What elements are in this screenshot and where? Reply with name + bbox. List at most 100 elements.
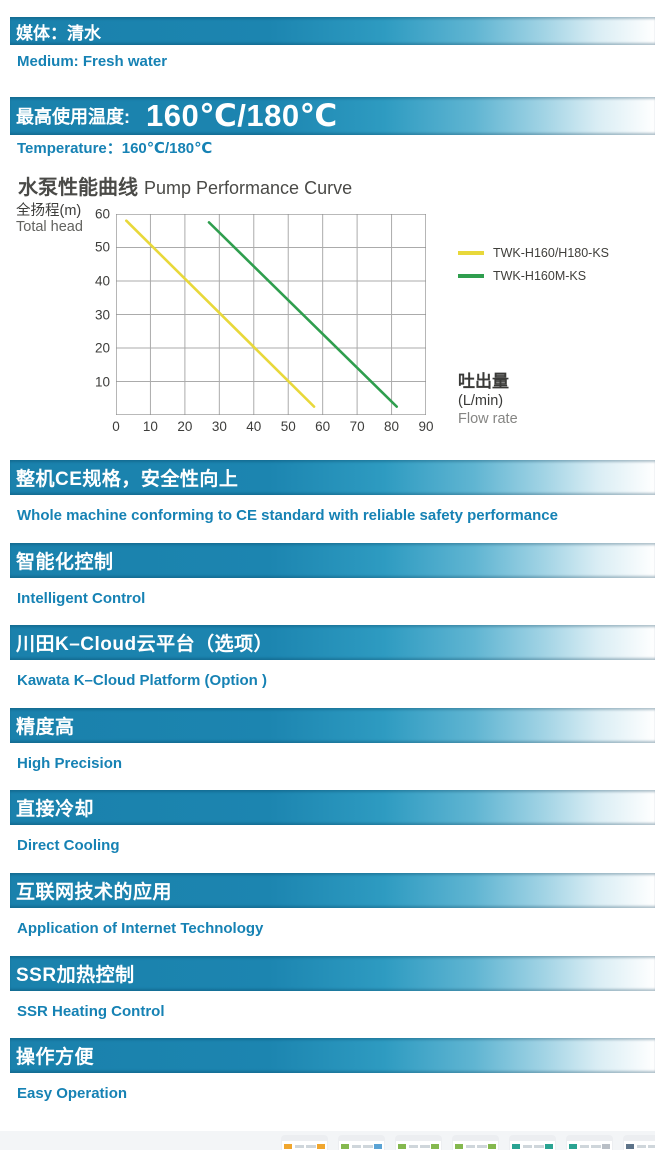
feature-bar: 精度高 bbox=[10, 708, 655, 743]
page-thumbnail[interactable] bbox=[566, 1135, 613, 1150]
chart-title: 水泵性能曲线 Pump Performance Curve bbox=[18, 171, 352, 200]
y-axis-label-zh: 全扬程(m) bbox=[16, 203, 82, 219]
feature-bar: 互联网技术的应用 bbox=[10, 873, 655, 908]
page-thumbnail[interactable] bbox=[452, 1135, 499, 1150]
thumbnail-text-line bbox=[363, 1145, 373, 1148]
y-tick-label: 30 bbox=[94, 307, 110, 322]
y-tick-label: 20 bbox=[94, 340, 110, 356]
thumbnail-accent-right bbox=[602, 1144, 610, 1149]
page-thumbnail[interactable] bbox=[509, 1135, 556, 1150]
feature-title-en: Intelligent Control bbox=[17, 590, 146, 607]
x-axis-label: 吐出量 (L/min) Flow rate bbox=[458, 372, 518, 428]
thumbnail-accent-left bbox=[398, 1144, 406, 1149]
thumbnail-accent-right bbox=[488, 1144, 496, 1149]
thumbnail-text-line bbox=[637, 1145, 646, 1148]
feature-title-en: High Precision bbox=[17, 755, 123, 772]
feature-title-zh: 整机CE规格，安全性向上 bbox=[16, 469, 239, 490]
x-tick-label: 0 bbox=[112, 419, 120, 434]
feature-bar: 操作方便 bbox=[10, 1038, 655, 1073]
chart-legend: TWK-H160/H180-KS TWK-H160M-KS bbox=[458, 246, 610, 293]
temperature-label-zh: 最高使用温度: bbox=[16, 107, 130, 127]
thumbnail-content bbox=[282, 1141, 327, 1150]
y-tick-label: 50 bbox=[94, 239, 110, 255]
medium-title-zh: 媒体：清水 bbox=[16, 23, 101, 43]
legend-label: TWK-H160/H180-KS bbox=[493, 246, 610, 260]
x-tick-label: 40 bbox=[246, 419, 262, 434]
x-tick-label: 20 bbox=[177, 419, 193, 434]
x-axis-ticks: 0 10 20 30 40 50 60 70 80 90 bbox=[112, 419, 433, 435]
temperature-subtitle-en: Temperature：160℃/180℃ bbox=[17, 140, 213, 157]
feature-bar: 川田K–Cloud云平台（选项） bbox=[10, 625, 655, 660]
y-axis-label-en: Total head bbox=[16, 219, 83, 235]
feature-title-zh: 操作方便 bbox=[16, 1047, 95, 1068]
chart-title-en: Pump Performance Curve bbox=[144, 178, 353, 198]
x-axis-label-unit: (L/min) bbox=[458, 393, 504, 409]
feature-title-en: Application of Internet Technology bbox=[17, 920, 264, 937]
thumbnail-accent-left bbox=[512, 1144, 520, 1149]
x-tick-label: 30 bbox=[211, 419, 227, 434]
thumbnail-accent-left bbox=[455, 1144, 463, 1149]
feature-title-zh: 直接冷却 bbox=[16, 799, 95, 820]
y-tick-label: 10 bbox=[94, 374, 110, 389]
feature-title-zh: 川田K–Cloud云平台（选项） bbox=[16, 634, 274, 655]
legend-label: TWK-H160M-KS bbox=[493, 269, 587, 283]
thumbnail-text-line bbox=[580, 1145, 589, 1148]
page-thumbnail[interactable] bbox=[281, 1135, 328, 1150]
thumbnail-accent-left bbox=[569, 1144, 577, 1149]
y-axis-ticks: 10 20 30 40 50 60 bbox=[70, 207, 110, 415]
y-tick-label: 60 bbox=[94, 206, 110, 222]
feature-title-zh: 智能化控制 bbox=[16, 552, 114, 573]
x-tick-label: 70 bbox=[349, 419, 365, 434]
feature-title-en: Easy Operation bbox=[17, 1085, 128, 1102]
feature-title-zh: 精度高 bbox=[16, 717, 75, 738]
thumbnail-content bbox=[624, 1141, 655, 1150]
temperature-header-bar: 最高使用温度: 160℃/180℃ bbox=[10, 97, 655, 135]
legend-item: TWK-H160/H180-KS bbox=[458, 246, 610, 260]
thumbnail-accent-left bbox=[626, 1144, 634, 1149]
temperature-value: 160℃/180℃ bbox=[146, 98, 338, 133]
thumbnail-text-line bbox=[420, 1145, 430, 1148]
x-axis-label-en: Flow rate bbox=[458, 411, 518, 427]
x-tick-label: 10 bbox=[142, 419, 158, 434]
thumbnail-accent-right bbox=[317, 1144, 325, 1149]
feature-title-en: Whole machine conforming to CE standard … bbox=[17, 507, 558, 524]
thumbnail-text-line bbox=[409, 1145, 418, 1148]
medium-subtitle-en: Medium: Fresh water bbox=[17, 53, 168, 70]
thumbnail-text-line bbox=[295, 1145, 304, 1148]
feature-title-zh: SSR加热控制 bbox=[16, 965, 135, 986]
page-thumbnail[interactable] bbox=[395, 1135, 442, 1150]
page-thumbnail[interactable] bbox=[623, 1135, 655, 1150]
y-tick-label: 40 bbox=[94, 273, 110, 289]
feature-bar: 整机CE规格，安全性向上 bbox=[10, 460, 655, 495]
thumbnail-text-line bbox=[523, 1145, 532, 1148]
x-tick-label: 80 bbox=[384, 419, 400, 434]
x-tick-label: 50 bbox=[280, 419, 296, 434]
page-thumbnail[interactable] bbox=[338, 1135, 385, 1150]
thumbnail-text-line bbox=[648, 1145, 655, 1148]
thumbnail-text-line bbox=[477, 1145, 487, 1148]
thumbnail-text-line bbox=[534, 1145, 544, 1148]
y-axis-label: 全扬程(m) Total head bbox=[16, 203, 83, 235]
thumbnail-text-line bbox=[466, 1145, 475, 1148]
legend-swatch-yellow bbox=[458, 251, 484, 255]
thumbnail-content bbox=[567, 1141, 612, 1150]
thumbnail-accent-right bbox=[431, 1144, 439, 1149]
feature-title-en: SSR Heating Control bbox=[17, 1003, 165, 1020]
x-axis-label-zh: 吐出量 bbox=[458, 372, 509, 391]
thumbnail-text-line bbox=[306, 1145, 316, 1148]
thumbnail-text-line bbox=[352, 1145, 361, 1148]
thumbnail-content bbox=[510, 1141, 555, 1150]
feature-title-en: Kawata K–Cloud Platform (Option ) bbox=[17, 672, 268, 689]
performance-chart-plot bbox=[116, 214, 426, 415]
thumbnail-strip bbox=[0, 1131, 655, 1150]
thumbnail-content bbox=[453, 1141, 498, 1150]
thumbnail-accent-right bbox=[374, 1144, 382, 1149]
x-tick-label: 60 bbox=[315, 419, 331, 434]
thumbnail-content bbox=[396, 1141, 441, 1150]
legend-swatch-green bbox=[458, 274, 484, 278]
feature-bar: 直接冷却 bbox=[10, 790, 655, 825]
feature-title-zh: 互联网技术的应用 bbox=[16, 882, 173, 903]
thumbnail-content bbox=[339, 1141, 384, 1150]
feature-bar: 智能化控制 bbox=[10, 543, 655, 578]
